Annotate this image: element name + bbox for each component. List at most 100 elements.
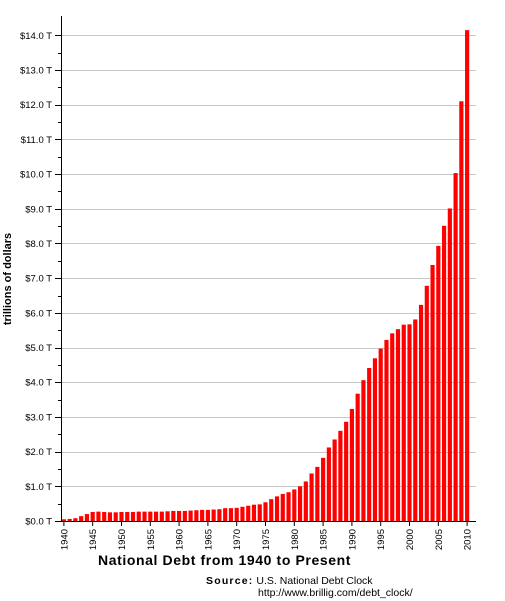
chart-bar xyxy=(274,496,280,521)
chart-bar xyxy=(418,304,424,521)
x-tick-label: 1955 xyxy=(146,529,157,550)
chart-bar xyxy=(119,511,124,521)
y-tick-label: $5.0 T xyxy=(25,343,52,354)
chart-bar xyxy=(424,285,429,521)
chart-bar xyxy=(96,511,101,521)
chart-bar xyxy=(148,511,153,521)
chart-title: National Debt from 1940 to Present xyxy=(98,552,352,568)
chart-bar xyxy=(263,502,268,521)
chart-bar xyxy=(355,393,360,521)
chart-bar xyxy=(182,510,187,521)
chart-bar xyxy=(136,511,141,521)
chart-bar xyxy=(67,518,72,521)
x-tick-label: 1950 xyxy=(117,529,128,550)
chart-bar xyxy=(90,511,95,521)
chart-bar xyxy=(286,492,291,521)
source-label: Source: xyxy=(206,575,254,587)
chart-bar xyxy=(153,511,159,521)
chart-bar xyxy=(269,499,274,521)
chart-bar xyxy=(413,319,418,521)
chart-bar xyxy=(159,511,164,521)
chart-bar xyxy=(372,358,378,521)
chart-bar xyxy=(303,481,308,521)
chart-bar xyxy=(73,518,78,521)
chart-bar xyxy=(177,510,182,521)
chart-bar xyxy=(315,466,320,521)
chart-bar xyxy=(165,511,170,521)
chart-bar xyxy=(367,368,372,521)
chart-bar xyxy=(228,508,234,521)
y-axis-title: trillions of dollars xyxy=(2,232,14,326)
chart-bar xyxy=(234,507,239,521)
y-tick-label: $11.0 T xyxy=(21,135,53,146)
chart-bar xyxy=(384,339,389,521)
chart-bar xyxy=(442,225,447,522)
chart-bar xyxy=(321,457,326,521)
chart-bar xyxy=(246,505,251,521)
x-tick-label: 1995 xyxy=(376,529,387,550)
x-tick-label: 2010 xyxy=(463,529,474,550)
x-tick-label: 1970 xyxy=(232,529,243,550)
x-tick-label: 2000 xyxy=(405,529,416,550)
chart-bar xyxy=(401,324,406,521)
x-tick-label: 1965 xyxy=(203,529,214,550)
y-tick-label: $12.0 T xyxy=(20,100,52,111)
y-tick-label: $1.0 T xyxy=(25,482,52,493)
y-tick-label: $7.0 T xyxy=(25,274,52,285)
x-tick-label: 1990 xyxy=(347,529,358,550)
chart-bar xyxy=(84,514,89,521)
chart-bar xyxy=(326,447,331,521)
chart-bar xyxy=(297,486,303,521)
chart-bar xyxy=(465,30,470,521)
chart-bar xyxy=(390,333,395,521)
chart-bar xyxy=(338,430,343,521)
chart-bar xyxy=(130,511,136,521)
chart-bar xyxy=(407,324,412,521)
chart-bar xyxy=(378,348,383,521)
chart-bar xyxy=(79,516,84,521)
source-url: http://www.brillig.com/debt_clock/ xyxy=(258,587,413,599)
chart-bar xyxy=(61,519,66,521)
chart-bar xyxy=(280,493,285,521)
chart-bar xyxy=(395,329,401,521)
chart-bar xyxy=(447,208,452,521)
y-tick-label: $4.0 T xyxy=(25,378,52,389)
chart-bar xyxy=(200,509,205,521)
chart-bar xyxy=(344,421,349,521)
chart-bar xyxy=(188,510,193,521)
chart-bar xyxy=(332,439,337,521)
chart-bar xyxy=(102,511,107,521)
chart-bar xyxy=(211,509,216,521)
x-tick-label: 2005 xyxy=(434,529,445,550)
chart-bar xyxy=(459,101,464,521)
chart-bar xyxy=(309,473,314,521)
chart-bar xyxy=(453,173,458,521)
chart-bar xyxy=(142,511,147,521)
y-tick-label: $14.0 T xyxy=(20,31,52,42)
chart-bar xyxy=(217,509,222,521)
y-tick-label: $0.0 T xyxy=(25,517,52,528)
chart-bar xyxy=(251,504,257,521)
chart-bar xyxy=(436,245,441,521)
chart-bar xyxy=(205,509,210,521)
chart-bar xyxy=(223,508,228,521)
y-tick-label: $13.0 T xyxy=(20,66,52,77)
x-tick-label: 1945 xyxy=(88,529,99,550)
chart-bar xyxy=(349,408,354,521)
x-tick-label: 1985 xyxy=(319,529,330,550)
chart-bar xyxy=(107,512,113,521)
y-tick-label: $6.0 T xyxy=(25,308,52,319)
y-tick-label: $3.0 T xyxy=(25,412,52,423)
chart-bar xyxy=(257,504,262,521)
chart-bar xyxy=(125,511,130,521)
y-tick-label: $8.0 T xyxy=(25,239,52,250)
chart-bar xyxy=(361,380,366,521)
y-tick-label: $10.0 T xyxy=(20,170,52,181)
x-tick-label: 1975 xyxy=(261,529,272,550)
y-tick-label: $9.0 T xyxy=(25,204,52,215)
source-line: Source: U.S. National Debt Clock xyxy=(206,575,373,587)
chart-bar xyxy=(194,510,199,521)
chart-bar xyxy=(430,264,435,521)
chart-bar xyxy=(240,506,245,521)
